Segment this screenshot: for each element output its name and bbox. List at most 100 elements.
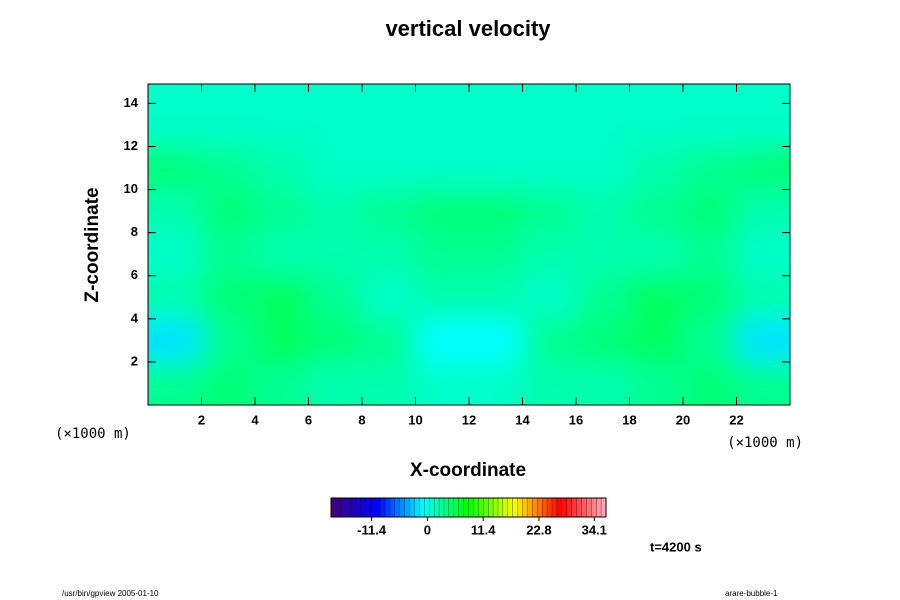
colorbar-band <box>512 497 519 518</box>
cell <box>415 318 469 362</box>
x-tick-label: 14 <box>515 412 530 427</box>
cell <box>201 232 255 276</box>
cell <box>201 275 255 319</box>
colorbar-band <box>330 497 337 518</box>
cell <box>683 275 737 319</box>
colorbar-band <box>507 497 514 518</box>
cell <box>255 189 309 233</box>
x-tick-label: 12 <box>462 412 476 427</box>
y-tick-label: 10 <box>124 181 138 196</box>
colorbar-band <box>458 497 465 518</box>
cell <box>629 146 683 190</box>
colorbar-band <box>360 497 366 518</box>
cell <box>736 189 790 233</box>
cell <box>148 361 202 405</box>
cell <box>469 146 523 190</box>
y-tick-label: 8 <box>131 224 138 239</box>
cell <box>736 232 790 276</box>
colorbar-band <box>527 497 533 518</box>
cell <box>522 84 576 147</box>
cell <box>362 189 416 233</box>
cell <box>308 275 362 319</box>
cell <box>362 146 416 190</box>
colorbar-band <box>591 497 597 518</box>
cell <box>148 146 202 190</box>
x-tick-label: 2 <box>198 412 205 427</box>
cell <box>736 318 790 362</box>
colorbar-band <box>522 497 528 518</box>
cell <box>469 84 523 147</box>
cell <box>522 146 576 190</box>
colorbar-band <box>438 497 445 518</box>
colorbar-band <box>399 497 406 518</box>
cell <box>201 318 255 362</box>
cell <box>522 189 576 233</box>
colorbar-band <box>409 497 415 518</box>
y-tick-label: 12 <box>124 138 138 153</box>
colorbar-band <box>546 497 553 518</box>
x-unit-right: (×1000 m) <box>727 435 803 451</box>
cell <box>308 361 362 405</box>
cell <box>255 318 309 362</box>
cell <box>255 84 309 147</box>
cell <box>683 146 737 190</box>
cell <box>362 361 416 405</box>
colorbar-band <box>473 497 479 518</box>
cell <box>683 232 737 276</box>
cell <box>255 232 309 276</box>
colorbar-band <box>429 497 435 518</box>
cell <box>469 189 523 233</box>
colorbar-frame <box>330 497 607 518</box>
cell <box>522 361 576 405</box>
colorbar-band <box>414 497 420 518</box>
cell <box>148 318 202 362</box>
cell <box>576 189 630 233</box>
colorbar-tick-label: 34.1 <box>582 522 607 537</box>
colorbar-band <box>492 497 499 518</box>
cell <box>201 361 255 405</box>
cell <box>736 361 790 405</box>
cell <box>415 146 469 190</box>
y-axis-label: Z-coordinate <box>82 187 103 302</box>
cell <box>308 318 362 362</box>
cell <box>576 318 630 362</box>
colorbar-band <box>561 497 568 518</box>
colorbar-band <box>497 497 504 518</box>
cell <box>469 318 523 362</box>
y-tick-label: 14 <box>124 95 139 110</box>
colorbar-band <box>487 497 494 518</box>
colorbar-band <box>532 497 538 518</box>
colorbar-band <box>375 497 381 518</box>
colorbar-band <box>384 497 391 518</box>
colorbar-tick-label: -11.4 <box>357 522 387 537</box>
field <box>148 84 790 405</box>
colorbar-band <box>355 497 361 518</box>
colorbar-band <box>350 497 357 518</box>
cell <box>415 275 469 319</box>
x-axis-label: X-coordinate <box>410 460 526 481</box>
cell <box>683 189 737 233</box>
cell <box>469 361 523 405</box>
colorbar-band <box>571 497 577 518</box>
cell <box>255 275 309 319</box>
colorbar-tick-label: 11.4 <box>471 522 496 537</box>
colorbar-band <box>566 497 573 518</box>
colorbar-band <box>468 497 474 518</box>
cell <box>683 84 737 147</box>
colorbar-band <box>478 497 484 518</box>
colorbar-band <box>463 497 469 518</box>
colorbar-band <box>542 497 548 518</box>
cell <box>576 146 630 190</box>
colorbar-band <box>443 497 450 518</box>
cell <box>576 361 630 405</box>
colorbar-band <box>404 497 411 518</box>
cell <box>201 146 255 190</box>
x-tick-label: 4 <box>251 412 259 427</box>
cell <box>308 84 362 147</box>
colorbar-band <box>537 497 543 518</box>
x-tick-label: 10 <box>408 412 422 427</box>
footer-left: /usr/bin/gpview 2005-01-10 <box>62 589 159 598</box>
colorbar-band <box>335 497 342 518</box>
colorbar-band <box>586 497 592 518</box>
y-tick-label: 6 <box>131 267 138 282</box>
